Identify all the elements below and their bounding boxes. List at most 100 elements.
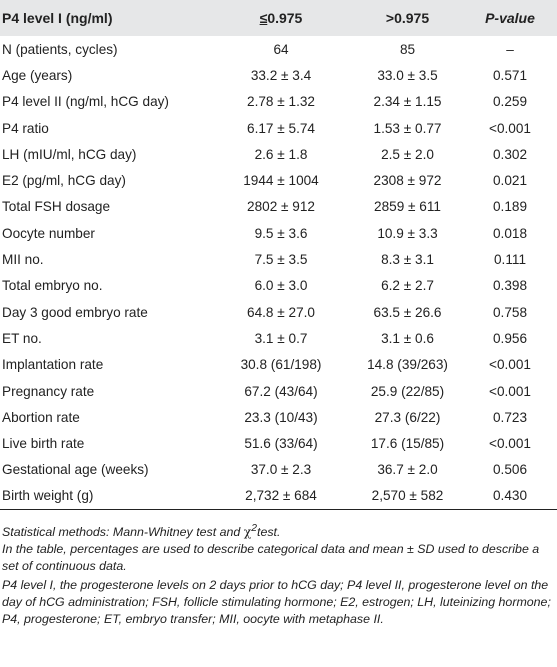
- table-header: P4 level I (ng/ml) ≤0.975 >0.975 P-value: [0, 0, 557, 36]
- table-row: E2 (pg/ml, hCG day) 1944 ± 1004 2308 ± 972…: [0, 167, 557, 193]
- row-label: LH (mIU/ml, hCG day): [2, 146, 137, 162]
- le-symbol: ≤: [259, 10, 268, 26]
- row-label: Total embryo no.: [2, 278, 103, 294]
- cell-gt-group: 25.9 (22/85): [370, 383, 445, 399]
- cell-p-value: 0.956: [492, 330, 528, 346]
- cell-le-group: 2,732 ± 684: [210, 483, 352, 510]
- cell-le-group: 2.6 ± 1.8: [254, 146, 308, 162]
- cell-p-value: 0.723: [492, 409, 528, 425]
- cell-p-value: 0.189: [492, 199, 528, 215]
- row-label: Abortion rate: [2, 409, 80, 425]
- cell-gt-group: 1.53 ± 0.77: [373, 120, 442, 136]
- header-p-value: P-value: [485, 10, 535, 26]
- cell-p-value: 0.398: [492, 278, 528, 294]
- cell-gt-group: 2859 ± 611: [374, 199, 441, 215]
- methods-text: Statistical methods: Mann-Whitney test a…: [2, 524, 244, 539]
- table-row: Implantation rate 30.8 (61/198) 14.8 (39/2…: [0, 352, 557, 378]
- cell-p-value: <0.001: [489, 357, 531, 373]
- row-label: Day 3 good embryo rate: [2, 304, 148, 320]
- data-table: P4 level I (ng/ml) ≤0.975 >0.975 P-value…: [0, 0, 557, 510]
- cell-p-value: <0.001: [489, 120, 531, 136]
- cell-le-group: 2802 ± 912: [247, 199, 315, 215]
- chi-symbol: χ: [243, 523, 252, 539]
- cell-gt-group: 2.34 ± 1.15: [373, 94, 442, 110]
- cell-p-value: 0.021: [492, 173, 528, 189]
- table-row: Total embryo no. 6.0 ± 3.0 6.2 ± 2.7 0.398: [0, 273, 557, 299]
- cell-p-value: 0.259: [492, 94, 528, 110]
- cell-le-group: 6.0 ± 3.0: [254, 278, 308, 294]
- table-row: Total FSH dosage 2802 ± 912 2859 ± 611 0.18…: [0, 194, 557, 220]
- table-footnotes: Statistical methods: Mann-Whitney test a…: [0, 510, 557, 628]
- cell-le-group: 33.2 ± 3.4: [250, 67, 312, 83]
- cell-p-value: 0.111: [494, 252, 526, 268]
- table-row: Gestational age (weeks) 37.0 ± 2.3 36.7 ± …: [0, 457, 557, 483]
- chi-superscript: 2: [251, 522, 257, 534]
- cell-le-group: 1944 ± 1004: [243, 173, 319, 189]
- cell-p-value: 0.758: [492, 304, 528, 320]
- cell-le-group: 67.2 (43/64): [244, 383, 318, 399]
- cell-le-group: 30.8 (61/198): [240, 357, 322, 373]
- row-label: MII no.: [2, 252, 44, 268]
- cell-gt-group: 85: [399, 41, 416, 57]
- cell-gt-group: 63.5 ± 26.6: [373, 304, 442, 320]
- cell-le-group: 23.3 (10/43): [244, 409, 318, 425]
- table-body: N (patients, cycles) 64 85 – Age (years) 33.2…: [0, 36, 557, 510]
- cell-gt-group: 2.5 ± 2.0: [381, 146, 434, 162]
- row-label: Age (years): [2, 67, 73, 83]
- table-row: LH (mIU/ml, hCG day) 2.6 ± 1.8 2.5 ± 2.0 0.…: [0, 141, 557, 167]
- row-label: Gestational age (weeks): [2, 462, 149, 478]
- row-label: Implantation rate: [2, 357, 104, 373]
- row-label: Oocyte number: [2, 225, 95, 241]
- cell-le-group: 6.17 ± 5.74: [247, 120, 315, 136]
- table-row: P4 ratio 6.17 ± 5.74 1.53 ± 0.77 <0.001: [0, 115, 557, 141]
- cell-le-group: 9.5 ± 3.6: [254, 225, 308, 241]
- cell-p-value: <0.001: [489, 383, 531, 399]
- cell-p-value: –: [506, 41, 514, 57]
- table-row: MII no. 7.5 ± 3.5 8.3 ± 3.1 0.111: [0, 246, 557, 272]
- row-label: N (patients, cycles): [2, 41, 118, 57]
- cell-gt-group: 8.3 ± 3.1: [381, 252, 434, 268]
- cell-p-value: <0.001: [489, 436, 531, 452]
- table-row: Birth weight (g) 2,732 ± 684 2,570 ± 582 0.…: [0, 483, 557, 510]
- header-row: P4 level I (ng/ml) ≤0.975 >0.975 P-value: [0, 0, 557, 36]
- cell-le-group: 3.1 ± 0.7: [254, 330, 308, 346]
- table-row: Pregnancy rate 67.2 (43/64) 25.9 (22/85) <0…: [0, 378, 557, 404]
- cell-gt-group: 17.6 (15/85): [370, 436, 445, 452]
- cell-p-value: 0.506: [492, 462, 528, 478]
- cell-le-group: 2.78 ± 1.32: [247, 94, 315, 110]
- cell-le-group: 64: [273, 41, 289, 57]
- table-row: Abortion rate 23.3 (10/43) 27.3 (6/22) 0.72…: [0, 404, 557, 430]
- table-row: Live birth rate 51.6 (33/64) 17.6 (15/85) <…: [0, 430, 557, 456]
- cell-gt-group: 27.3 (6/22): [374, 409, 441, 425]
- cell-gt-group: 33.0 ± 3.5: [377, 67, 438, 83]
- row-label: Pregnancy rate: [2, 383, 95, 399]
- cell-gt-group: 6.2 ± 2.7: [381, 278, 434, 294]
- cell-gt-group: 10.9 ± 3.3: [377, 225, 438, 241]
- table-row: N (patients, cycles) 64 85 –: [0, 36, 557, 62]
- cell-gt-group: 36.7 ± 2.0: [377, 462, 438, 478]
- row-label: Birth weight (g): [0, 483, 210, 510]
- cell-gt-group: 14.8 (39/263): [367, 357, 448, 373]
- row-label: Live birth rate: [2, 436, 85, 452]
- header-p4-level: P4 level I (ng/ml): [2, 10, 113, 26]
- cell-p-value: 0.302: [492, 146, 528, 162]
- header-le-threshold: ≤0.975: [210, 0, 352, 36]
- footnote-abbreviations: P4 level I, the progesterone levels on 2…: [2, 577, 551, 626]
- table-row: Oocyte number 9.5 ± 3.6 10.9 ± 3.3 0.018: [0, 220, 557, 246]
- cell-gt-group: 3.1 ± 0.6: [381, 330, 434, 346]
- table-row: Age (years) 33.2 ± 3.4 33.0 ± 3.5 0.571: [0, 62, 557, 88]
- cell-p-value: 0.018: [492, 225, 528, 241]
- row-label: P4 level II (ng/ml, hCG day): [2, 94, 169, 110]
- cell-le-group: 37.0 ± 2.3: [250, 462, 312, 478]
- methods-suffix: test.: [257, 524, 281, 539]
- footnote-methods: Statistical methods: Mann-Whitney test a…: [2, 520, 553, 541]
- table-row: P4 level II (ng/ml, hCG day) 2.78 ± 1.32 2…: [0, 89, 557, 115]
- table-row: ET no. 3.1 ± 0.7 3.1 ± 0.6 0.956: [0, 325, 557, 351]
- cell-le-group: 7.5 ± 3.5: [254, 252, 308, 268]
- header-gt-threshold: >0.975: [385, 10, 430, 26]
- row-label: Total FSH dosage: [2, 199, 111, 215]
- row-label: ET no.: [2, 330, 42, 346]
- cell-p-value: 0.430: [463, 483, 557, 510]
- cell-p-value: 0.571: [492, 67, 528, 83]
- cell-gt-group: 2,570 ± 582: [352, 483, 463, 510]
